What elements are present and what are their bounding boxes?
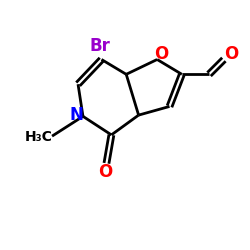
Text: O: O [224,45,238,63]
Text: O: O [154,45,168,63]
Text: H₃C: H₃C [24,130,52,144]
Text: O: O [98,163,112,181]
Text: N: N [70,106,84,124]
Text: Br: Br [90,37,111,55]
